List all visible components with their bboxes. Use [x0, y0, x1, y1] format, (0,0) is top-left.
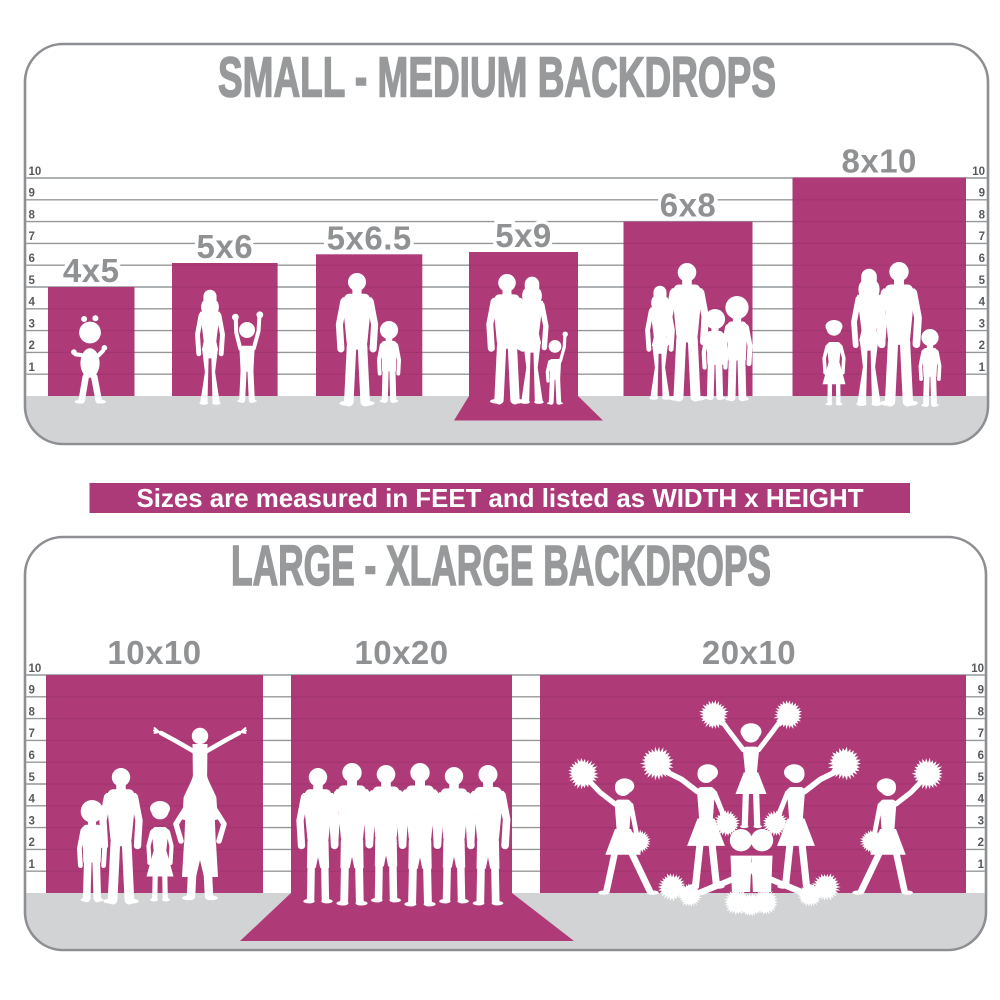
- svg-text:6: 6: [978, 750, 984, 762]
- svg-text:20x10: 20x10: [702, 634, 796, 671]
- svg-text:8: 8: [29, 209, 36, 221]
- svg-text:8: 8: [978, 706, 985, 718]
- svg-text:4: 4: [29, 297, 36, 309]
- svg-text:2: 2: [979, 340, 985, 352]
- svg-text:7: 7: [979, 231, 985, 243]
- svg-text:5x6: 5x6: [197, 228, 254, 265]
- svg-text:3: 3: [979, 318, 985, 330]
- svg-text:3: 3: [29, 815, 35, 827]
- svg-text:8: 8: [979, 209, 986, 221]
- svg-text:8: 8: [29, 706, 36, 718]
- svg-text:6x8: 6x8: [660, 187, 717, 224]
- svg-text:4: 4: [978, 794, 985, 806]
- svg-text:2: 2: [978, 837, 984, 849]
- svg-text:10: 10: [29, 166, 42, 178]
- svg-text:7: 7: [29, 231, 35, 243]
- svg-text:6: 6: [29, 253, 35, 265]
- svg-text:4: 4: [29, 794, 36, 806]
- svg-text:9: 9: [29, 685, 35, 697]
- svg-text:7: 7: [29, 728, 35, 740]
- svg-text:10x20: 10x20: [354, 634, 448, 671]
- svg-text:1: 1: [978, 859, 985, 871]
- svg-text:1: 1: [29, 362, 36, 374]
- svg-text:5: 5: [979, 275, 986, 287]
- svg-text:1: 1: [979, 362, 986, 374]
- svg-text:10: 10: [29, 663, 42, 675]
- svg-text:5: 5: [978, 772, 985, 784]
- svg-text:7: 7: [978, 728, 984, 740]
- svg-text:2: 2: [29, 837, 35, 849]
- svg-text:5: 5: [29, 772, 36, 784]
- svg-text:4x5: 4x5: [63, 252, 120, 289]
- svg-text:9: 9: [29, 188, 35, 200]
- svg-text:6: 6: [979, 253, 985, 265]
- svg-text:2: 2: [29, 340, 35, 352]
- svg-text:5: 5: [29, 275, 36, 287]
- svg-text:10: 10: [971, 663, 984, 675]
- svg-text:Sizes are measured in FEET and: Sizes are measured in FEET and listed as…: [137, 483, 864, 513]
- svg-text:9: 9: [979, 188, 985, 200]
- svg-text:5x6.5: 5x6.5: [327, 220, 412, 257]
- svg-text:8x10: 8x10: [841, 143, 916, 180]
- svg-text:4: 4: [979, 297, 986, 309]
- svg-text:LARGE - XLARGE BACKDROPS: LARGE - XLARGE BACKDROPS: [231, 534, 771, 598]
- svg-text:6: 6: [29, 750, 35, 762]
- svg-text:3: 3: [978, 815, 984, 827]
- svg-text:10: 10: [972, 166, 985, 178]
- svg-text:1: 1: [29, 859, 36, 871]
- svg-text:10x10: 10x10: [107, 634, 201, 671]
- svg-text:5x9: 5x9: [495, 217, 552, 254]
- svg-text:SMALL - MEDIUM BACKDROPS: SMALL - MEDIUM BACKDROPS: [218, 46, 776, 110]
- svg-text:3: 3: [29, 318, 35, 330]
- svg-text:9: 9: [978, 685, 984, 697]
